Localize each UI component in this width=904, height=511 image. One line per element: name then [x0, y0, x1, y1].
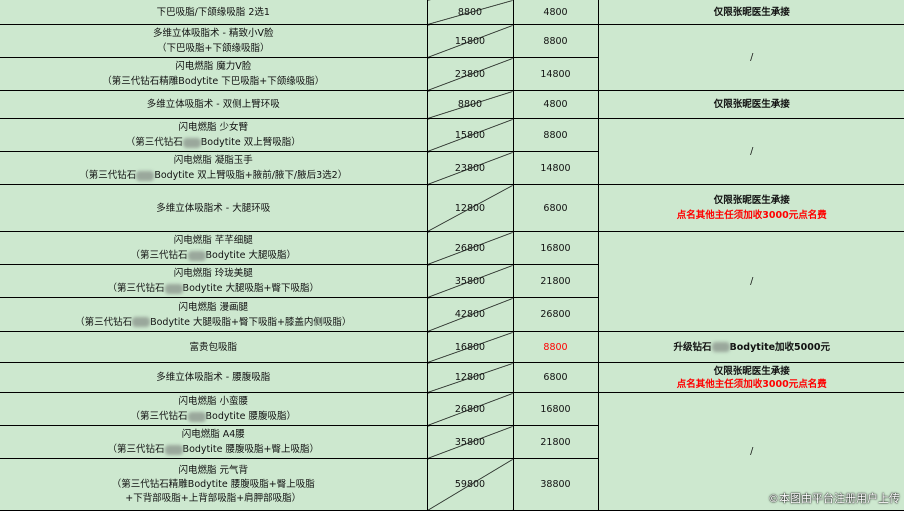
table-row: 多维立体吸脂术 - 大腿环吸 12800 6800 仅限张昵医生承接 点名其他主任… — [0, 184, 904, 232]
note: 升级钻石 Bodytite加收5000元 — [597, 331, 904, 363]
price: 8800 — [512, 331, 599, 363]
price: 6800 — [512, 184, 599, 232]
table-row: 多维立体吸脂术 - 腰腹吸脂 12800 6800 仅限张昵医生承接 点名其他主任… — [0, 362, 904, 393]
original-price: 16800 — [426, 331, 514, 363]
original-price: 59800 — [426, 458, 514, 511]
table-row: 闪电燃脂 少女臂 （第三代钻石 Bodytite 双上臂吸脂） 15800 8800… — [0, 118, 904, 185]
table-row: 下巴吸脂/下颌缘吸脂 2选1 8800 4800 仅限张昵医生承接 — [0, 0, 904, 25]
note: / — [597, 392, 904, 511]
table-row: 闪电燃脂 漫画腿 （第三代钻石 Bodytite 大腿吸脂+臀下吸脂+膝盖内侧吸脂）… — [0, 297, 904, 332]
original-price: 15800 — [426, 118, 514, 152]
price: 21800 — [512, 264, 599, 298]
service-name: 闪电燃脂 元气背 （第三代钻石精雕Bodytite 腰腹吸脂+臀上吸脂 +下背部吸脂… — [0, 458, 428, 511]
redacted-blur — [164, 444, 183, 455]
service-name: 闪电燃脂 少女臂 （第三代钻石 Bodytite 双上臂吸脂） — [0, 118, 428, 152]
service-name: 闪电燃脂 凝脂玉手 （第三代钻石 Bodytite 双上臂吸脂+腋前/腋下/腋后3选… — [0, 151, 428, 185]
service-name: 闪电燃脂 A4腰 （第三代钻石 Bodytite 腰腹吸脂+臀上吸脂） — [0, 425, 428, 459]
price: 14800 — [512, 151, 599, 185]
note: 仅限张昵医生承接 点名其他主任须加收3000元点名费 — [597, 362, 904, 393]
redacted-blur — [187, 250, 206, 261]
original-price: 8800 — [426, 90, 514, 119]
table-row: 闪电燃脂 魔力V脸 （第三代钻石精雕Bodytite 下巴吸脂+下颌缘吸脂） 23… — [0, 57, 904, 91]
original-price: 23800 — [426, 57, 514, 91]
note: / — [597, 24, 904, 91]
original-price: 35800 — [426, 425, 514, 459]
service-name: 多维立体吸脂术 - 精致小V脸 （下巴吸脂+下颌缘吸脂） — [0, 24, 428, 58]
redacted-blur — [132, 317, 151, 327]
original-price: 8800 — [426, 0, 514, 25]
original-price: 26800 — [426, 392, 514, 426]
table-row: 闪电燃脂 芊芊细腿 （第三代钻石 Bodytite 大腿吸脂） 26800 1680… — [0, 231, 904, 332]
price: 21800 — [512, 425, 599, 459]
table-row: 闪电燃脂 凝脂玉手 （第三代钻石 Bodytite 双上臂吸脂+腋前/腋下/腋后3选… — [0, 151, 904, 185]
table-row: 富贵包吸脂 16800 8800 升级钻石 Bodytite加收5000元 — [0, 331, 904, 363]
table-row: 多维立体吸脂术 - 精致小V脸 （下巴吸脂+下颌缘吸脂） 15800 8800 / — [0, 24, 904, 91]
service-name: 多维立体吸脂术 - 双侧上臂环吸 — [0, 90, 428, 119]
note: 仅限张昵医生承接 — [597, 0, 904, 25]
note: 仅限张昵医生承接 点名其他主任须加收3000元点名费 — [597, 184, 904, 232]
service-name: 富贵包吸脂 — [0, 331, 428, 363]
redacted-blur — [136, 170, 155, 181]
service-name: 多维立体吸脂术 - 大腿环吸 — [0, 184, 428, 232]
redacted-blur — [182, 137, 201, 148]
price: 38800 — [512, 458, 599, 511]
redacted-blur — [164, 283, 183, 294]
price: 8800 — [512, 24, 599, 58]
service-name: 闪电燃脂 玲珑美腿 （第三代钻石 Bodytite 大腿吸脂+臀下吸脂） — [0, 264, 428, 298]
original-price: 23800 — [426, 151, 514, 185]
table-row: 闪电燃脂 元气背 （第三代钻石精雕Bodytite 腰腹吸脂+臀上吸脂 +下背部吸脂… — [0, 458, 904, 511]
note: 仅限张昵医生承接 — [597, 90, 904, 119]
service-name: 闪电燃脂 小蛮腰 （第三代钻石 Bodytite 腰腹吸脂） — [0, 392, 428, 426]
price: 6800 — [512, 362, 599, 393]
note: / — [597, 118, 904, 185]
price: 4800 — [512, 90, 599, 119]
redacted-blur — [711, 342, 730, 352]
price: 16800 — [512, 231, 599, 265]
service-name: 下巴吸脂/下颌缘吸脂 2选1 — [0, 0, 428, 25]
original-price: 26800 — [426, 231, 514, 265]
original-price: 12800 — [426, 362, 514, 393]
service-name: 闪电燃脂 漫画腿 （第三代钻石 Bodytite 大腿吸脂+臀下吸脂+膝盖内侧吸脂） — [0, 297, 428, 332]
watermark: ©本图由平台注册用户上传 — [768, 492, 900, 505]
service-name: 闪电燃脂 魔力V脸 （第三代钻石精雕Bodytite 下巴吸脂+下颌缘吸脂） — [0, 57, 428, 91]
price: 14800 — [512, 57, 599, 91]
original-price: 35800 — [426, 264, 514, 298]
price: 8800 — [512, 118, 599, 152]
service-name: 多维立体吸脂术 - 腰腹吸脂 — [0, 362, 428, 393]
original-price: 42800 — [426, 297, 514, 332]
redacted-blur — [187, 411, 206, 422]
table-row: 闪电燃脂 小蛮腰 （第三代钻石 Bodytite 腰腹吸脂） 26800 16800… — [0, 392, 904, 511]
table-row: 多维立体吸脂术 - 双侧上臂环吸 8800 4800 仅限张昵医生承接 — [0, 90, 904, 119]
table-row: 闪电燃脂 玲珑美腿 （第三代钻石 Bodytite 大腿吸脂+臀下吸脂） 35800… — [0, 264, 904, 298]
service-name: 闪电燃脂 芊芊细腿 （第三代钻石 Bodytite 大腿吸脂） — [0, 231, 428, 265]
note: / — [597, 231, 904, 332]
original-price: 15800 — [426, 24, 514, 58]
price: 4800 — [512, 0, 599, 25]
price: 26800 — [512, 297, 599, 332]
original-price: 12800 — [426, 184, 514, 232]
price: 16800 — [512, 392, 599, 426]
